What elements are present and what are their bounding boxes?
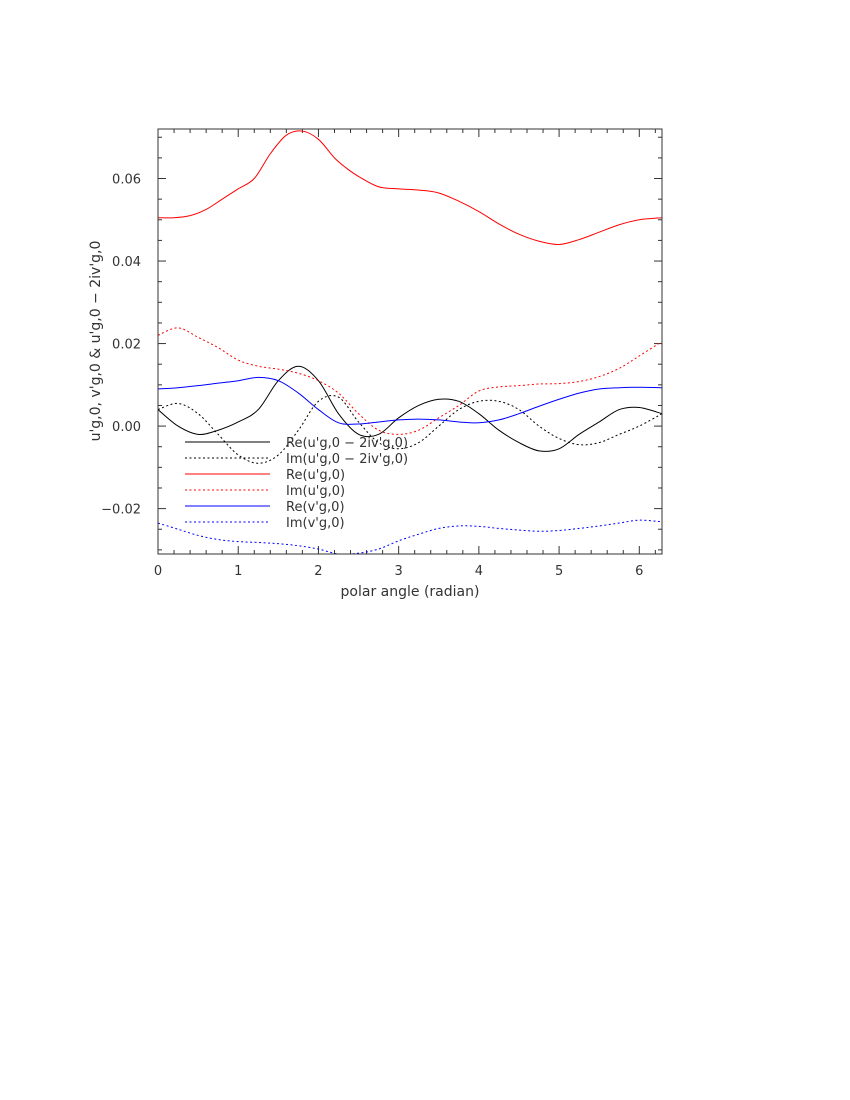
axis-ticks	[157, 129, 662, 554]
legend-label: Im(v'g,0)	[286, 516, 345, 531]
x-tick-label: 1	[234, 564, 242, 579]
x-tick-label: 5	[555, 564, 563, 579]
legend-label: Im(u'g,0 − 2iv'g,0)	[286, 452, 408, 467]
x-tick-label: 4	[475, 564, 483, 579]
x-tick-label: 0	[154, 564, 162, 579]
series-line-1	[158, 365, 662, 452]
y-tick-label: 0.00	[112, 420, 141, 435]
series-line-2	[158, 395, 662, 464]
x-tick-labels: 0 1 2 3 4 5 6	[154, 564, 644, 579]
legend-label: Re(u'g,0)	[286, 468, 345, 483]
legend-label: Re(u'g,0 − 2iv'g,0)	[286, 436, 408, 451]
series-line-3	[158, 130, 662, 246]
plot-frame	[157, 128, 663, 555]
y-tick-labels: −0.02 0.00 0.02 0.04 0.06	[101, 173, 141, 518]
y-tick-label: 0.06	[112, 173, 141, 188]
series-line-5	[158, 376, 662, 425]
y-axis-label: u'g,0, v'g,0 & u'g,0 − 2iv'g,0	[88, 241, 104, 442]
x-tick-label: 6	[635, 564, 643, 579]
legend-label: Im(u'g,0)	[286, 484, 345, 499]
x-tick-label: 3	[395, 564, 403, 579]
series-line-4	[158, 327, 662, 435]
y-tick-label: −0.02	[101, 503, 141, 518]
legend: Re(u'g,0 − 2iv'g,0)Im(u'g,0 − 2iv'g,0)Re…	[185, 436, 408, 531]
x-axis-label: polar angle (radian)	[341, 584, 480, 600]
x-tick-label: 2	[314, 564, 322, 579]
y-tick-label: 0.04	[112, 255, 141, 270]
legend-label: Re(v'g,0)	[286, 500, 345, 515]
series-line-6	[158, 519, 662, 554]
y-tick-label: 0.02	[112, 338, 141, 353]
series-layer	[158, 130, 662, 554]
